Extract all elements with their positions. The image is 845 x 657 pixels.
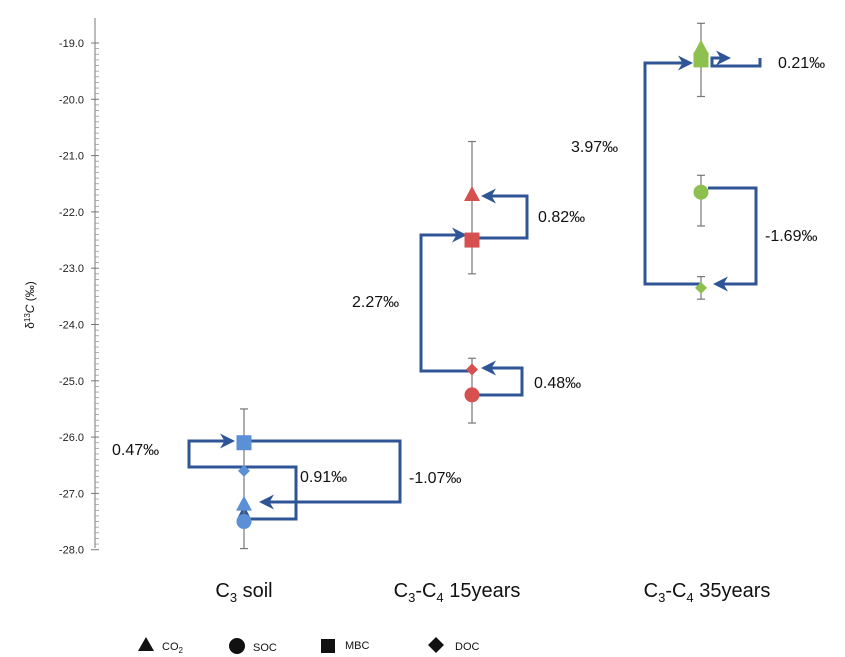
legend-marker-square xyxy=(321,639,335,653)
y-axis-label: δ13C (‰) xyxy=(23,281,38,329)
y-tick-label: -22.0 xyxy=(59,207,84,219)
y-axis-label-delta: δ xyxy=(23,322,37,329)
y-axis-label-sup: 13 xyxy=(23,313,32,322)
arrow-mbc-co2-c3 xyxy=(250,439,402,510)
y-tick-label: -24.0 xyxy=(59,320,84,332)
y-tick-label: -21.0 xyxy=(59,151,84,163)
marker-mbc xyxy=(236,435,252,451)
annotation-label: 0.82‰ xyxy=(538,209,585,226)
y-tick-label: -26.0 xyxy=(59,432,84,444)
y-tick-label: -19.0 xyxy=(59,38,84,50)
annotation-label: 0.47‰ xyxy=(112,442,159,459)
annotations: 0.47‰ 0.91‰ -1.07‰ 0.82‰ 2.27‰ 0.48‰ 3.9… xyxy=(112,55,825,487)
marker-co2 xyxy=(464,186,480,202)
y-axis-label-c: C xyxy=(23,304,37,313)
marker-co2 xyxy=(236,495,252,511)
legend-label-doc: DOC xyxy=(455,641,480,653)
legend: CO2 SOC MBC DOC xyxy=(138,637,480,655)
arrow-soc-doc-35y xyxy=(708,186,758,292)
marker-soc xyxy=(693,184,709,200)
marker-doc xyxy=(466,363,478,376)
legend-label-mbc: MBC xyxy=(345,640,370,652)
y-axis-ticks: -19.0 -20.0 -21.0 -22.0 -23.0 -24.0 -25.0 -26.0… xyxy=(59,38,99,557)
arrow-doc-mbc-15y xyxy=(419,227,472,373)
y-tick-label: -20.0 xyxy=(59,94,84,106)
y-tick-label: -23.0 xyxy=(59,263,84,275)
y-tick-label: -28.0 xyxy=(59,545,84,557)
arrow-doc-mbc-35y xyxy=(643,55,700,286)
annotation-label: 0.91‰ xyxy=(300,469,347,486)
category-label-15years: C3-C4 15years xyxy=(394,580,521,605)
legend-label-soc: SOC xyxy=(253,642,277,654)
category-label-c3-soil: C3 soil xyxy=(215,580,272,605)
marker-soc xyxy=(464,387,480,403)
legend-marker-triangle xyxy=(138,637,154,651)
legend-label-co2: CO2 xyxy=(162,641,184,655)
arrow-mbc-co2-15y xyxy=(479,188,529,240)
annotation-label: -1.69‰ xyxy=(765,228,817,245)
category-labels: C3 soil C3-C4 15years C3-C4 35years xyxy=(215,580,770,605)
y-tick-label: -25.0 xyxy=(59,376,84,388)
y-axis-label-unit: (‰) xyxy=(23,281,37,304)
legend-marker-diamond xyxy=(428,637,444,653)
annotation-label: 0.48‰ xyxy=(534,375,581,392)
marker-doc xyxy=(695,281,707,294)
arrow-soc-doc-15y xyxy=(478,360,524,397)
marker-soc xyxy=(236,514,252,530)
annotation-label: 3.97‰ xyxy=(571,139,618,156)
data-markers xyxy=(236,39,709,530)
marker-mbc xyxy=(693,52,709,68)
marker-co2 xyxy=(693,39,709,55)
marker-doc xyxy=(238,464,250,477)
annotation-label: -1.07‰ xyxy=(409,470,461,487)
arrow-soc-co2-c3 xyxy=(236,465,298,521)
arrow-small-35y xyxy=(710,50,762,68)
category-label-35years: C3-C4 35years xyxy=(644,580,771,605)
arrow-mbc-doc-c3 xyxy=(187,433,244,469)
legend-marker-circle xyxy=(229,638,245,654)
annotation-label: 2.27‰ xyxy=(352,294,399,311)
marker-mbc xyxy=(464,232,480,248)
y-tick-label: -27.0 xyxy=(59,488,84,500)
annotation-label: 0.21‰ xyxy=(778,55,825,72)
difference-arrows xyxy=(187,50,762,521)
